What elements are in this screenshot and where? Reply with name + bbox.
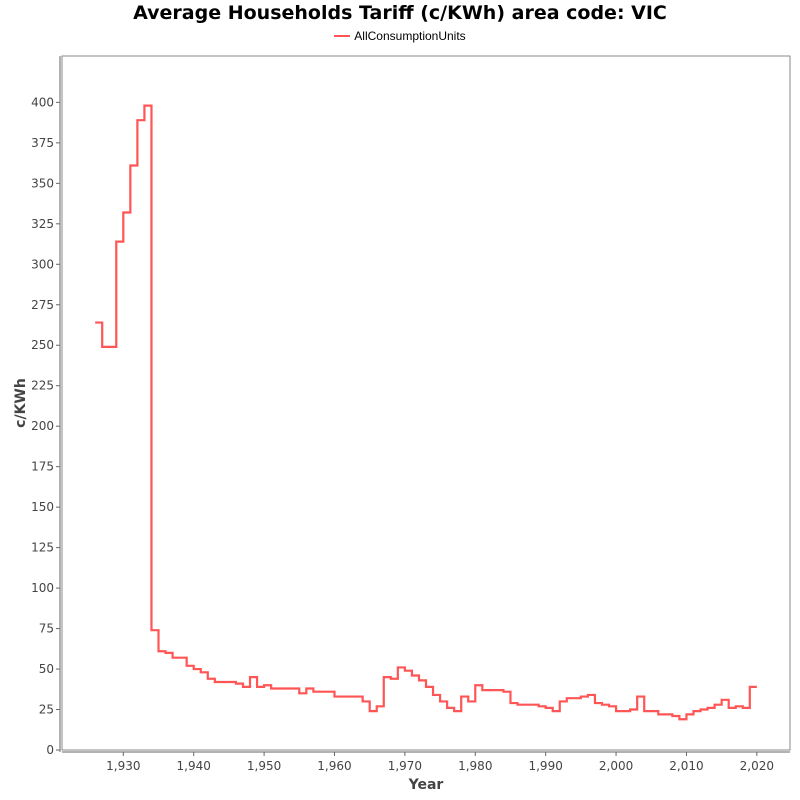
x-tick-label: 1,990 [528, 759, 562, 773]
x-axis: 1,930 1,940 1,950 1,960 1,970 1,980 1,990 2,000… [62, 751, 790, 773]
x-tick-label: 1,940 [177, 759, 211, 773]
x-tick-label: 1,970 [388, 759, 422, 773]
series-line [95, 104, 757, 721]
x-tick-label: 1,950 [247, 759, 281, 773]
y-tick-label: 75 [39, 622, 54, 636]
plot-border [61, 55, 791, 751]
x-axis-label: Year [408, 777, 444, 793]
y-tick-label: 375 [31, 136, 54, 150]
y-tick-label: 400 [31, 95, 54, 109]
y-tick-label: 225 [31, 379, 54, 393]
x-tick-label: 2,020 [740, 759, 774, 773]
series-layer [95, 104, 757, 721]
chart-title: Average Households Tariff (c/KWh) area c… [133, 2, 667, 24]
y-tick-label: 100 [31, 581, 54, 595]
y-tick-label: 325 [31, 217, 54, 231]
x-tick-label: 1,930 [106, 759, 140, 773]
x-tick-label: 1,980 [458, 759, 492, 773]
x-tick-label: 2,000 [599, 759, 633, 773]
x-tick-label: 1,960 [317, 759, 351, 773]
y-tick-label: 175 [31, 460, 54, 474]
y-tick-label: 25 [39, 703, 54, 717]
y-axis-label: c/KWh [13, 378, 29, 428]
y-axis: 0 25 50 75 100 125 150 175 200 225 250 275 300 325 350… [31, 56, 61, 757]
y-tick-label: 150 [31, 500, 54, 514]
y-tick-label: 275 [31, 298, 54, 312]
y-tick-label: 0 [46, 743, 54, 757]
y-tick-label: 200 [31, 419, 54, 433]
legend-label: AllConsumptionUnits [354, 29, 466, 43]
y-tick-label: 125 [31, 541, 54, 555]
y-tick-label: 350 [31, 176, 54, 190]
x-tick-label: 2,010 [669, 759, 703, 773]
y-tick-label: 300 [31, 257, 54, 271]
y-tick-label: 250 [31, 338, 54, 352]
legend-swatch [334, 34, 351, 37]
y-tick-label: 50 [39, 662, 54, 676]
legend: AllConsumptionUnits [0, 29, 800, 43]
